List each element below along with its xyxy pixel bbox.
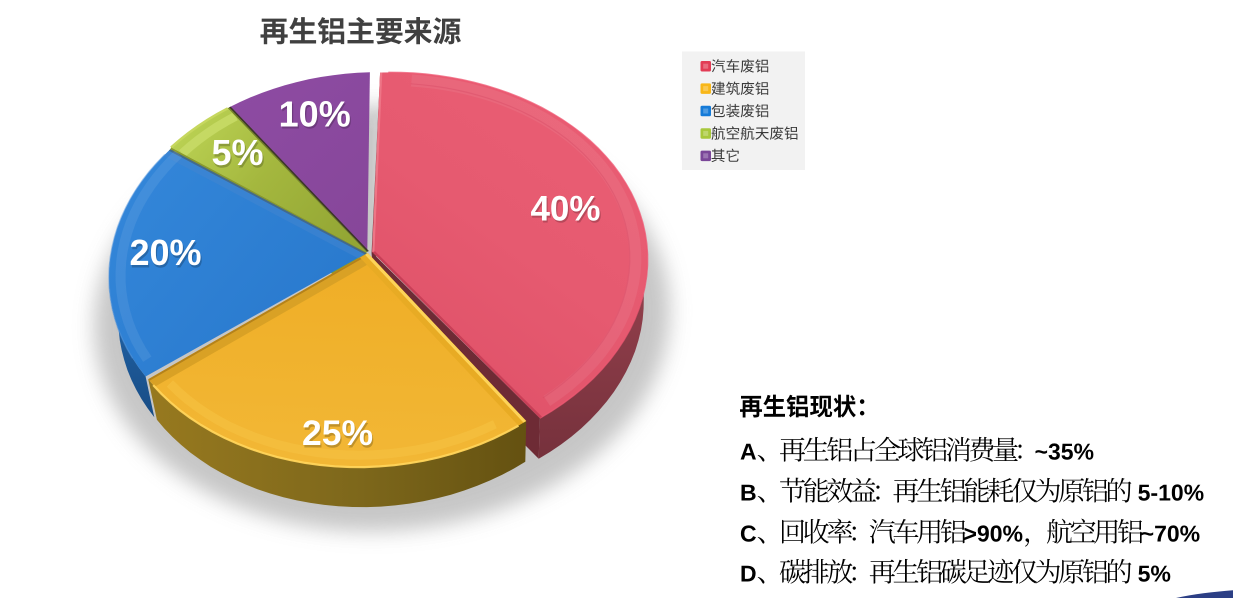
svg-text:20%: 20%: [129, 232, 201, 273]
svg-text:40%: 40%: [532, 192, 602, 231]
svg-text:10%: 10%: [280, 96, 352, 137]
svg-text:25%: 25%: [303, 415, 374, 455]
svg-text:10%: 10%: [279, 94, 351, 135]
svg-text:40%: 40%: [530, 190, 600, 229]
svg-text:20%: 20%: [131, 234, 203, 275]
svg-text:5%: 5%: [213, 134, 265, 175]
svg-text:5%: 5%: [211, 132, 263, 173]
svg-text:25%: 25%: [302, 413, 373, 453]
